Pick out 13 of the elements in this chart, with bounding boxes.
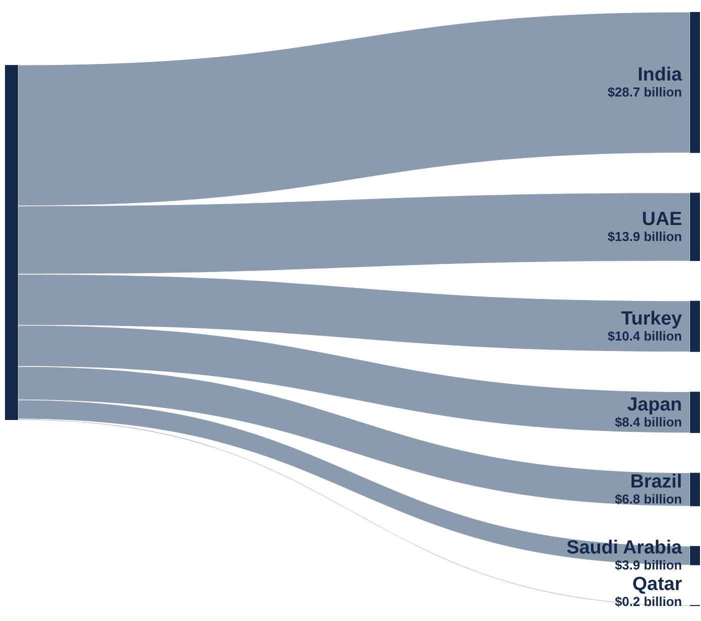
category-label: Japan — [627, 394, 682, 416]
category-label: UAE — [642, 208, 682, 230]
data-label: $10.4 billion — [608, 328, 682, 344]
data-label: $13.9 billion — [608, 228, 682, 244]
data-label: $0.2 billion — [614, 594, 682, 609]
data-label: $8.4 billion — [614, 414, 682, 430]
category-label: India — [638, 64, 682, 86]
category-label: Qatar — [632, 574, 683, 595]
category-label: Brazil — [630, 472, 682, 493]
category-label: Turkey — [621, 308, 682, 330]
data-label: $6.8 billion — [614, 492, 682, 507]
data-label: $3.9 billion — [614, 558, 682, 573]
data-label: $28.7 billion — [608, 84, 682, 100]
